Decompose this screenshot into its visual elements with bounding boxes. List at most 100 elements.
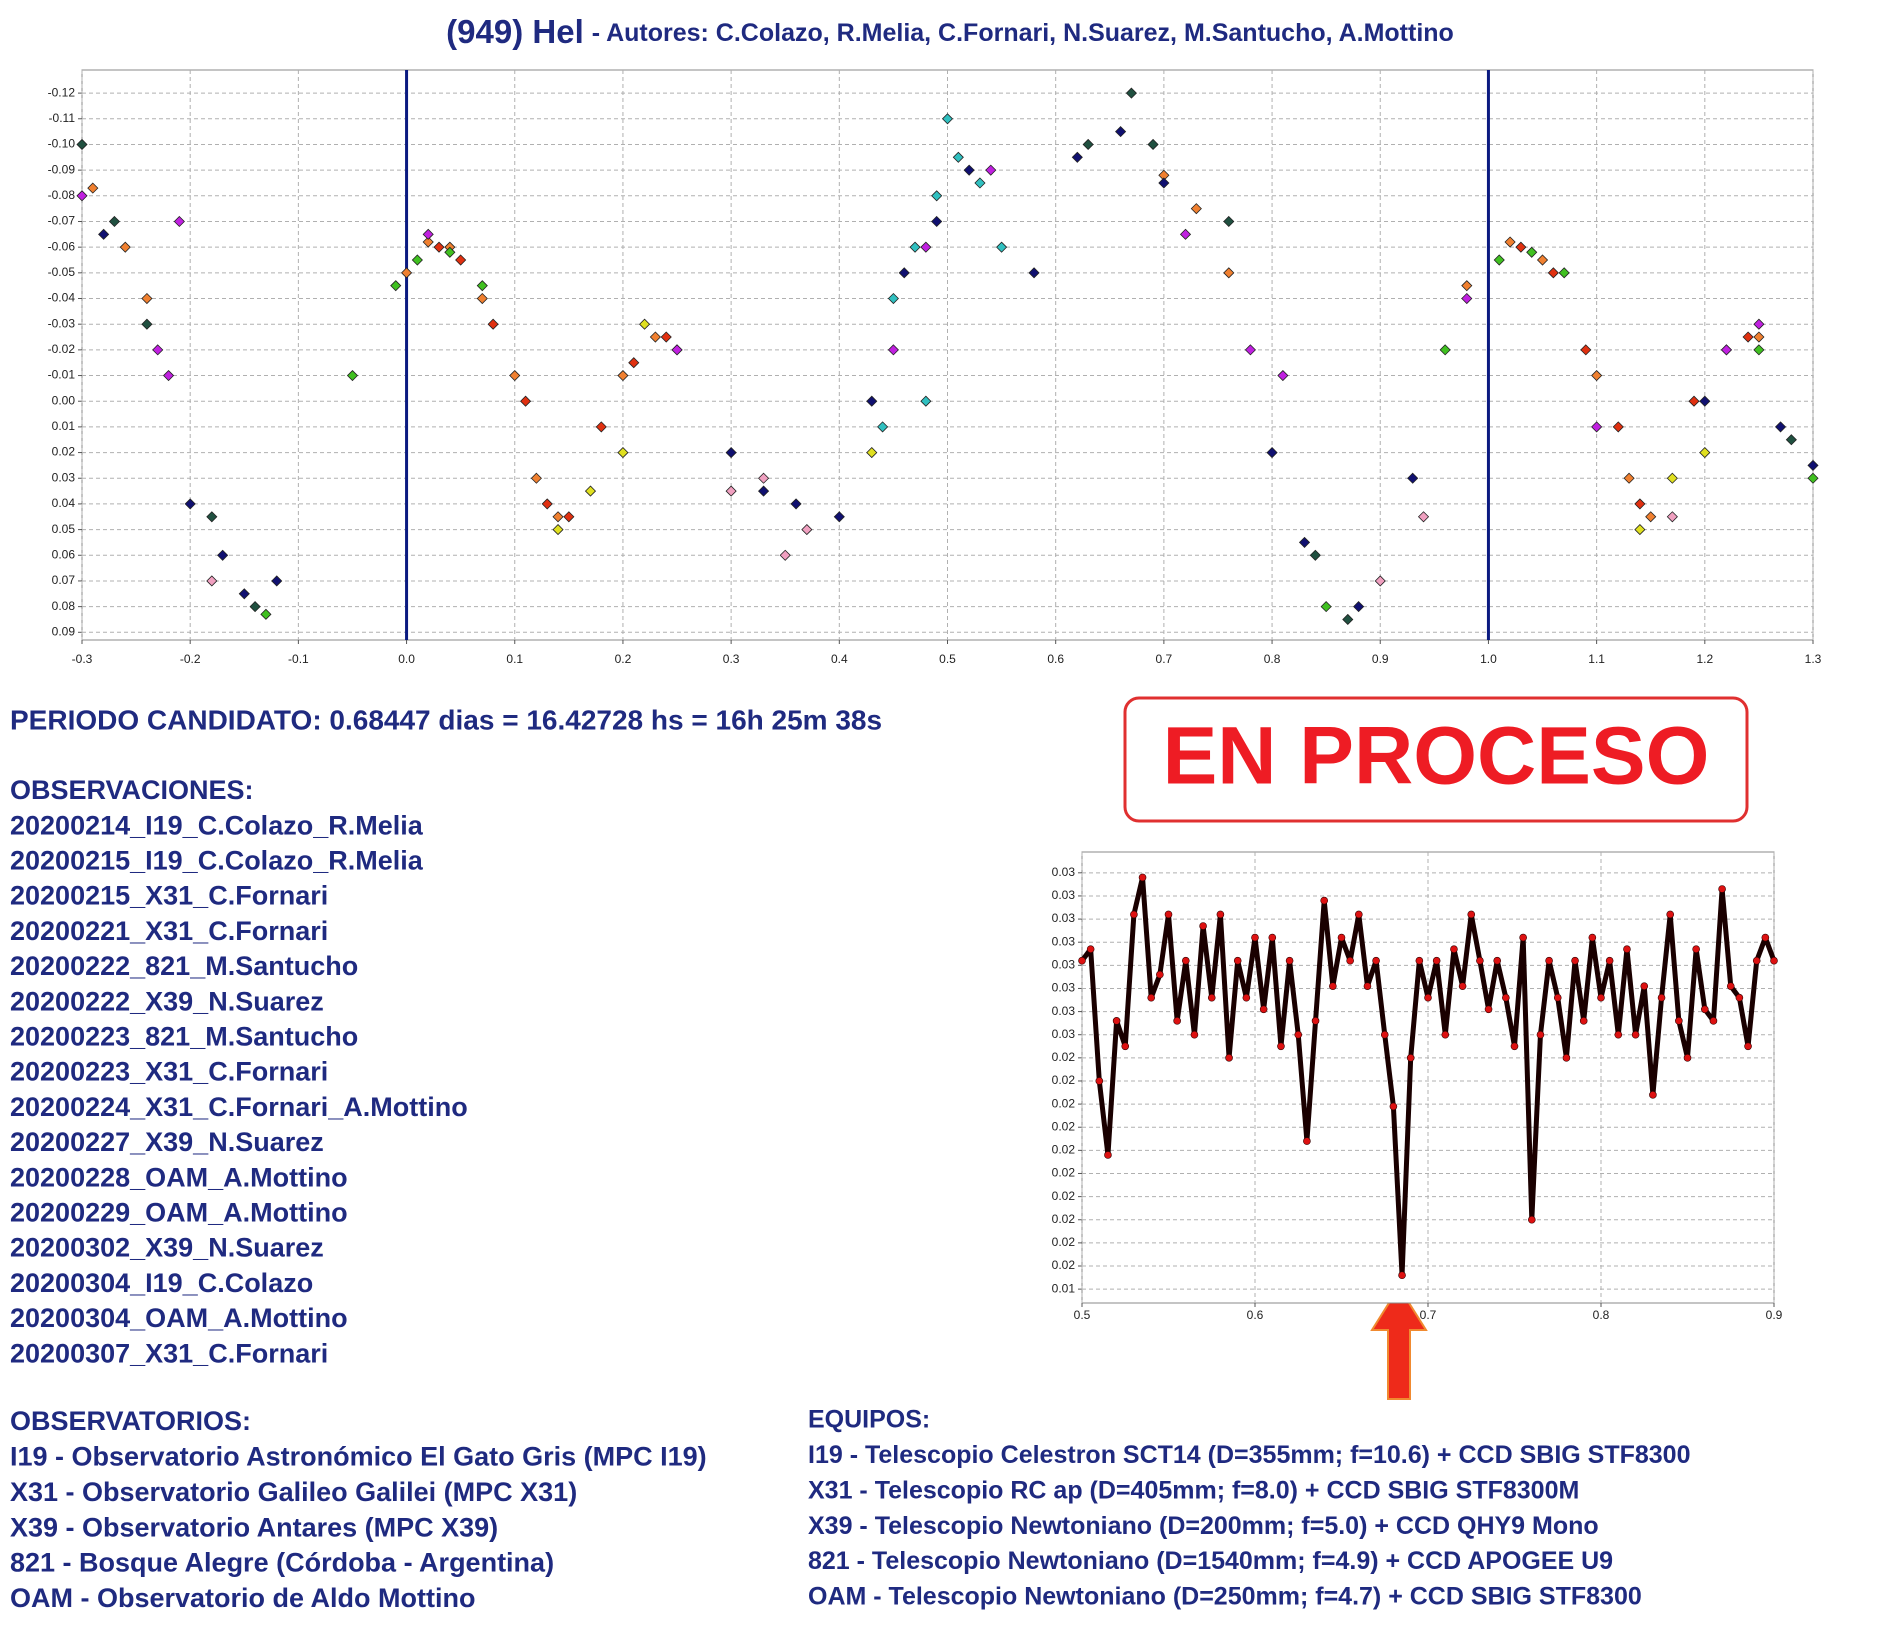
data-point [1450, 945, 1458, 953]
data-point [1553, 993, 1562, 1002]
data-point [1233, 956, 1242, 965]
data-point [1199, 922, 1207, 930]
data-point [238, 588, 250, 600]
data-point [758, 472, 770, 484]
data-point [1484, 1005, 1493, 1014]
data-point [1138, 873, 1147, 882]
data-point [1353, 601, 1365, 613]
data-point [1666, 472, 1678, 484]
data-point [1363, 982, 1372, 990]
y-tick-label: 0.02 [1052, 1166, 1076, 1180]
data-point [952, 151, 964, 163]
data-point [520, 395, 532, 407]
y-tick-label: 0.04 [52, 496, 76, 510]
data-point [1720, 344, 1733, 356]
data-point [1623, 472, 1635, 484]
y-tick-label: 0.02 [1052, 1119, 1076, 1133]
x-tick-label: 0.6 [1047, 652, 1064, 666]
data-point [1309, 549, 1321, 561]
data-point [1380, 1030, 1389, 1039]
data-point [758, 485, 770, 497]
x-tick-label: 1.0 [1480, 652, 1497, 666]
data-point [996, 241, 1008, 253]
data-point [1502, 993, 1510, 1002]
x-tick-label: 1.1 [1588, 652, 1605, 666]
data-point [974, 177, 986, 189]
y-tick-label: 0.03 [1052, 911, 1076, 925]
data-point [1675, 1017, 1683, 1025]
y-tick-label: 0.02 [1052, 1189, 1076, 1203]
y-tick-label: -0.01 [48, 368, 76, 382]
period-text: PERIODO CANDIDATO: 0.68447 dias = 16.427… [10, 704, 882, 735]
y-tick-label: 0.03 [1052, 1027, 1076, 1041]
y-tick-label: 0.03 [52, 470, 76, 484]
list-item: 20200221_X31_C.Fornari [10, 916, 328, 946]
data-point [1407, 472, 1419, 484]
data-point [1562, 1054, 1571, 1062]
data-point [725, 447, 737, 459]
data-point [1634, 498, 1646, 510]
data-point [1657, 993, 1666, 1002]
y-tick-label: -0.12 [48, 85, 76, 99]
data-point [1173, 1017, 1181, 1025]
data-point [963, 164, 975, 176]
data-point [1320, 601, 1332, 613]
data-point [1268, 933, 1277, 942]
data-point [1761, 933, 1770, 942]
list-item: OAM - Observatorio de Aldo Mottino [10, 1583, 476, 1613]
data-point [173, 215, 185, 228]
data-point [1461, 280, 1473, 292]
data-point [649, 331, 661, 343]
data-point [1179, 228, 1192, 240]
data-point [660, 331, 672, 343]
data-point [541, 498, 553, 510]
data-point [422, 228, 434, 240]
data-point [1406, 1054, 1415, 1062]
data-point [108, 215, 121, 228]
data-point [1623, 945, 1631, 953]
data-point [1086, 945, 1095, 953]
data-point [1605, 956, 1614, 965]
list-item: X31 - Observatorio Galileo Galilei (MPC … [10, 1477, 577, 1507]
data-point [1526, 246, 1538, 258]
data-point [866, 447, 878, 459]
data-point [1547, 267, 1559, 279]
data-point [1190, 1030, 1199, 1039]
data-point [1519, 933, 1527, 942]
data-point [1493, 956, 1501, 965]
data-point [119, 241, 131, 253]
data-point [184, 498, 196, 510]
data-point [1640, 982, 1649, 990]
y-tick-label: 0.01 [1052, 1281, 1076, 1295]
data-point [76, 138, 88, 151]
x-tick-label: 0.3 [723, 652, 740, 666]
data-point [1476, 956, 1484, 965]
x-tick-label: 0.2 [615, 652, 632, 666]
data-point [1753, 318, 1765, 330]
y-tick-label: -0.11 [49, 111, 76, 125]
y-tick-label: -0.03 [48, 316, 76, 330]
data-point [1439, 344, 1451, 356]
data-point [1580, 344, 1592, 356]
list-item: X39 - Observatorio Antares (MPC X39) [10, 1512, 498, 1542]
data-point [162, 369, 175, 382]
section-title: OBSERVATORIOS: [10, 1406, 251, 1436]
data-point [1597, 993, 1605, 1002]
data-point [877, 421, 889, 433]
x-tick-label: 0.1 [506, 652, 523, 666]
y-tick-label: 0.02 [1052, 1258, 1076, 1272]
status-text: EN PROCESO [1163, 711, 1710, 802]
y-tick-label: 0.08 [52, 599, 76, 613]
data-point [1545, 956, 1553, 965]
y-tick-label: 0.02 [1052, 1143, 1076, 1157]
y-tick-label: 0.00 [52, 393, 76, 407]
data-point [1078, 956, 1086, 965]
data-point [595, 421, 607, 433]
list-item: I19 - Observatorio Astronómico El Gato G… [10, 1442, 707, 1472]
data-point [866, 395, 878, 407]
data-point [1374, 575, 1386, 587]
y-tick-label: 0.03 [1052, 934, 1076, 948]
x-tick-label: -0.1 [288, 652, 309, 666]
y-tick-label: 0.02 [1052, 1096, 1076, 1110]
